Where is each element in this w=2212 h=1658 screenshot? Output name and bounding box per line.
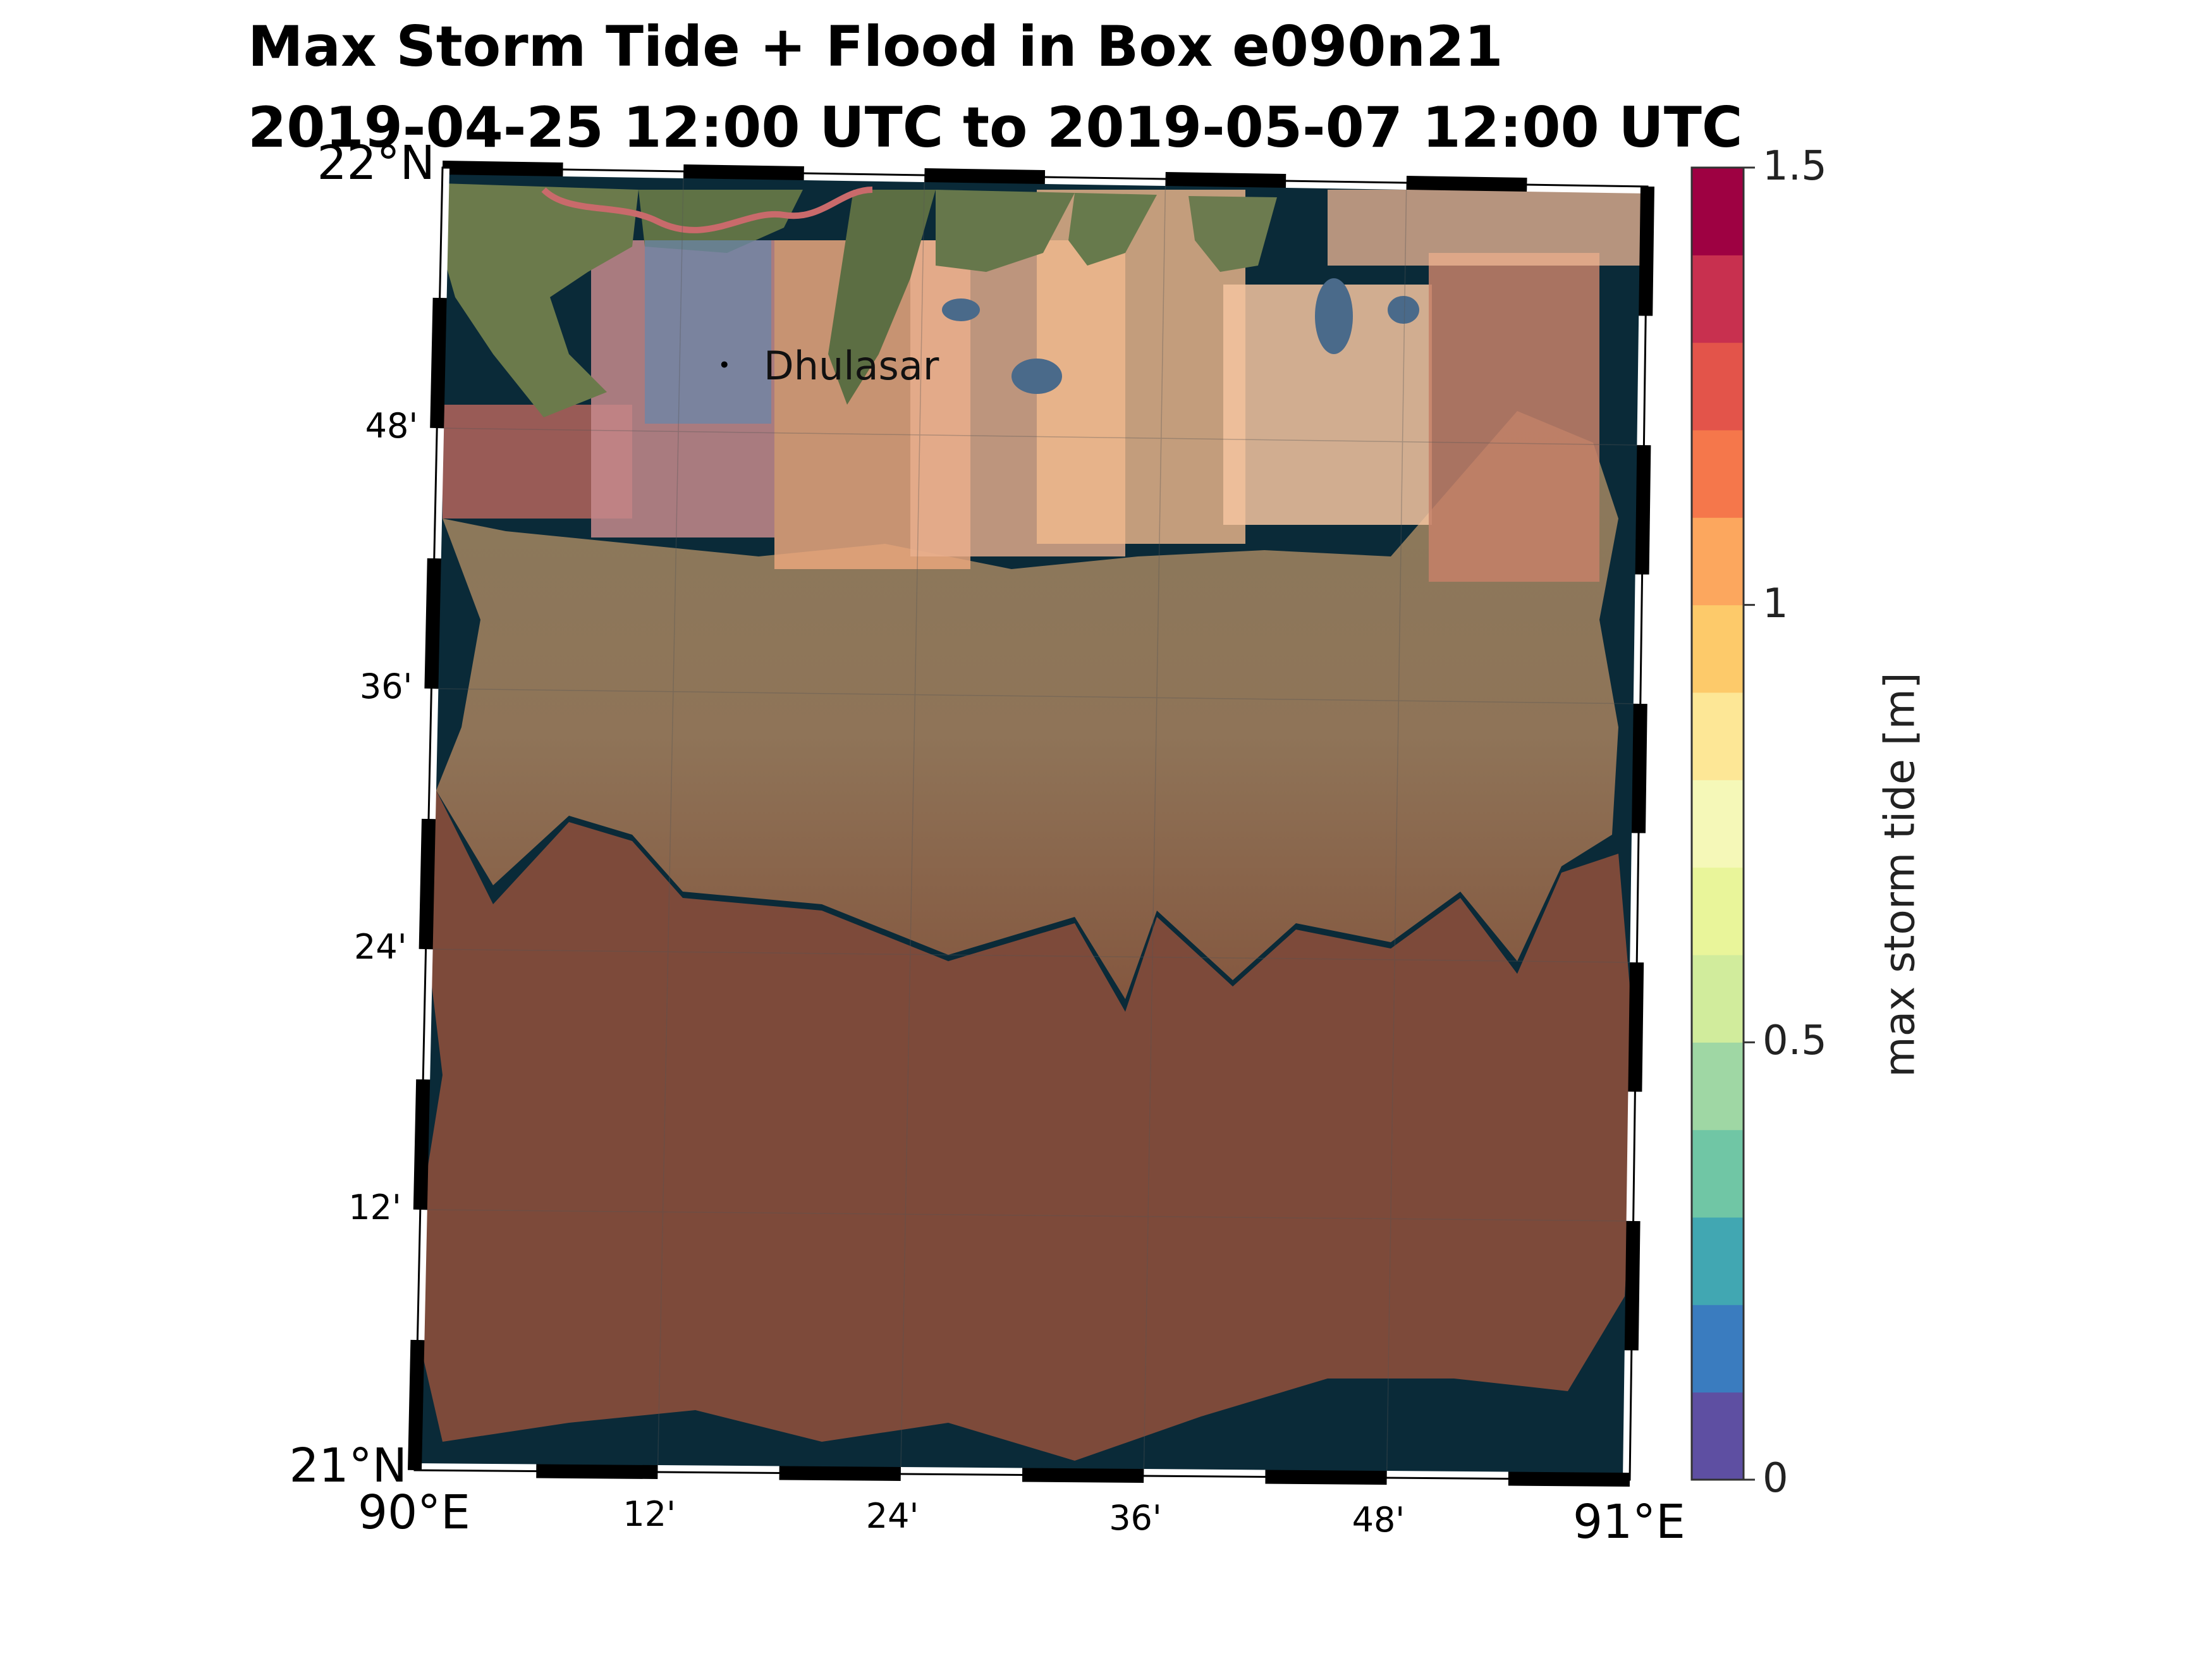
water-inlet: [942, 298, 980, 321]
colorbar-tick-label: 0.5: [1763, 1017, 1827, 1065]
map-subtitle: 2019-04-25 12:00 UTC to 2019-05-07 12:00…: [248, 95, 1743, 160]
colorbar-swatch: [1692, 605, 1744, 693]
map-title: Max Storm Tide + Flood in Box e090n21: [248, 14, 1503, 79]
colorbar-swatch: [1692, 692, 1744, 780]
latitude-tick-label: 24': [354, 927, 407, 967]
land-patch: [1188, 196, 1277, 272]
longitude-tick-label: 36': [1109, 1498, 1162, 1538]
colorbar-swatch: [1692, 517, 1744, 606]
flood-block: [1328, 190, 1644, 266]
water-inlet: [1011, 359, 1062, 394]
longitude-tick-label: 24': [865, 1496, 919, 1536]
colorbar-swatch: [1692, 1305, 1744, 1393]
colorbar-swatch: [1692, 255, 1744, 343]
latitude-tick-label: 22°N: [317, 136, 435, 190]
colorbar-tick-label: 0: [1763, 1455, 1788, 1502]
land-patch: [639, 190, 803, 253]
land-patch: [443, 183, 639, 417]
surge-region-mid: [436, 411, 1618, 999]
colorbar-outline: [1690, 166, 1745, 1481]
land-patch: [936, 190, 1075, 272]
colorbar-swatch: [1692, 1392, 1744, 1480]
surge-region-low: [417, 790, 1637, 1461]
flood-block: [1429, 253, 1599, 582]
latitude-tick-label: 48': [365, 406, 419, 446]
meridian-line: [1386, 182, 1407, 1478]
parallel-line: [437, 427, 1644, 446]
colorbar-tick-label: 1: [1763, 580, 1788, 627]
latitude-tick-label: 36': [359, 666, 413, 706]
meridian-line: [900, 175, 926, 1475]
frame-outline: [413, 166, 1649, 1481]
longitude-tick-label: 48': [1352, 1500, 1405, 1540]
longitude-tick-label: 12': [623, 1494, 676, 1534]
parallel-line: [431, 688, 1641, 704]
meridian-line: [657, 171, 684, 1473]
meridian-line: [1143, 178, 1166, 1477]
colorbar-swatch: [1692, 1042, 1744, 1131]
colorbar-swatch: [1692, 1129, 1744, 1218]
colorbar-swatch: [1692, 168, 1744, 255]
land-patch: [1068, 193, 1157, 266]
colorbar-tick-label: 1.5: [1763, 143, 1827, 190]
parallel-line: [425, 949, 1637, 963]
colorbar-swatch: [1692, 342, 1744, 431]
colorbar: [1690, 166, 1755, 1481]
parallel-line: [420, 1209, 1634, 1222]
water-inlet: [1388, 296, 1419, 324]
colorbar-swatch: [1692, 430, 1744, 518]
colorbar-title: max storm tide [m]: [1875, 672, 1924, 1078]
land-patch: [828, 190, 936, 405]
river: [541, 187, 873, 233]
latitude-tick-label: 12': [348, 1188, 401, 1227]
colorbar-swatch: [1692, 867, 1744, 955]
water-inlet: [645, 240, 771, 424]
colorbar-swatch: [1692, 780, 1744, 868]
colorbar-swatch: [1692, 1217, 1744, 1305]
longitude-tick-label: 91°E: [1573, 1495, 1685, 1549]
place-marker: [721, 361, 728, 368]
water-inlet: [1315, 278, 1353, 354]
longitude-tick-label: 90°E: [358, 1485, 470, 1540]
place-label: Dhulasar: [764, 343, 939, 389]
map-frame: [408, 161, 1654, 1487]
latitude-tick-label: 21°N: [289, 1439, 407, 1493]
colorbar-swatch: [1692, 955, 1744, 1043]
